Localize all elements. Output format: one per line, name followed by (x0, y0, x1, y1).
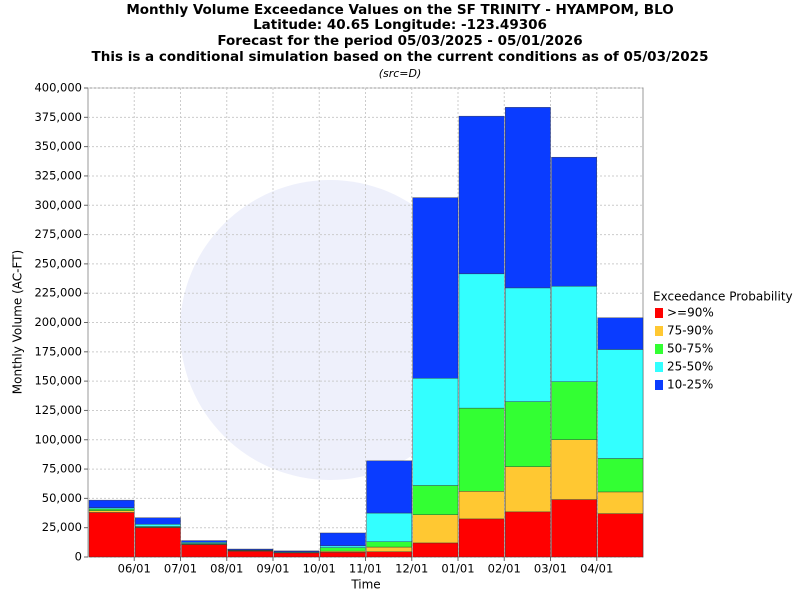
y-axis-label: Monthly Volume (AC-FT) (11, 250, 25, 394)
bar-segment (458, 115, 505, 275)
bar-segment (597, 458, 644, 493)
bar-segment (458, 518, 505, 558)
chart-subtitle: (src=D) (379, 67, 422, 80)
legend-label: >=90% (667, 306, 714, 320)
chart-title: This is a conditional simulation based o… (92, 49, 709, 65)
bar-segment (320, 547, 366, 552)
bar-segment (412, 514, 459, 544)
bar-segment (551, 381, 597, 440)
bar-segment (366, 551, 412, 558)
bar-segment (597, 317, 644, 350)
x-tick-label: 10/01 (303, 562, 336, 576)
y-tick-label: 25,000 (42, 520, 82, 534)
bar-segment (366, 512, 412, 542)
legend-swatch (655, 380, 663, 390)
legend-swatch (655, 362, 663, 372)
bar-segment (366, 546, 412, 552)
bar-segment (88, 499, 135, 508)
x-tick-label: 07/01 (164, 562, 197, 576)
y-tick-label: 100,000 (34, 432, 82, 446)
bar-segment (505, 466, 551, 513)
x-axis-label: Time (350, 578, 380, 592)
y-tick-label: 400,000 (34, 81, 82, 95)
bar-segment (551, 499, 597, 558)
x-tick-label: 02/01 (488, 562, 521, 576)
x-tick-label: 09/01 (256, 562, 289, 576)
x-tick-label: 08/01 (210, 562, 243, 576)
legend-label: 25-50% (667, 360, 713, 374)
bar-segment (412, 197, 459, 379)
bar-segment (458, 273, 505, 409)
legend-swatch (655, 344, 663, 354)
bar-segment (505, 401, 551, 467)
bar-segment (135, 517, 181, 525)
chart-title: Monthly Volume Exceedance Values on the … (126, 2, 673, 18)
bar-segment (551, 439, 597, 500)
bar-segment (181, 540, 227, 543)
y-tick-label: 250,000 (34, 256, 82, 270)
legend-swatch (655, 308, 663, 318)
bar-segment (135, 527, 181, 558)
bar-segment (135, 523, 181, 527)
bar-segment (181, 544, 227, 558)
bar-segment (88, 512, 135, 558)
y-tick-label: 375,000 (34, 110, 82, 124)
y-tick-label: 325,000 (34, 168, 82, 182)
bar-segment (366, 541, 412, 548)
bar-segment (366, 460, 412, 514)
x-tick-label: 04/01 (580, 562, 613, 576)
bar-segment (551, 285, 597, 382)
y-tick-label: 50,000 (42, 491, 82, 505)
bar-segment (597, 513, 644, 558)
y-tick-label: 300,000 (34, 198, 82, 212)
y-tick-label: 200,000 (34, 315, 82, 329)
bar-segment (320, 532, 366, 547)
watermark (180, 180, 480, 480)
x-tick-label: 11/01 (349, 562, 382, 576)
bar-segment (88, 508, 135, 511)
bar-segment (597, 491, 644, 514)
legend-label: 50-75% (667, 342, 713, 356)
y-tick-label: 275,000 (34, 227, 82, 241)
x-tick-label: 12/01 (395, 562, 428, 576)
bar-segment (505, 107, 551, 289)
bar-segment (273, 552, 320, 558)
bar-segment (412, 485, 459, 515)
bar-segment (505, 287, 551, 402)
bar-segment (458, 491, 505, 520)
legend-label: 75-90% (667, 324, 713, 338)
y-tick-label: 75,000 (42, 462, 82, 476)
y-tick-label: 225,000 (34, 286, 82, 300)
bar-segment (505, 511, 551, 558)
chart-title: Latitude: 40.65 Longitude: -123.49306 (253, 17, 547, 33)
bar-segment (412, 377, 459, 486)
bar-segment (458, 407, 505, 492)
chart-title: Forecast for the period 05/03/2025 - 05/… (217, 33, 582, 49)
x-tick-label: 06/01 (118, 562, 151, 576)
y-tick-label: 0 (75, 550, 82, 564)
x-tick-label: 03/01 (534, 562, 567, 576)
legend-swatch (655, 326, 663, 336)
bar-segment (88, 510, 135, 513)
bar-segment (320, 552, 366, 558)
bar-segment (273, 550, 320, 553)
bar-segment (551, 156, 597, 287)
legend-label: 10-25% (667, 378, 713, 392)
y-tick-label: 350,000 (34, 139, 82, 153)
bar-segment (412, 542, 459, 558)
x-tick-label: 01/01 (441, 562, 474, 576)
y-tick-label: 150,000 (34, 374, 82, 388)
legend-title: Exceedance Probability (653, 290, 793, 304)
y-tick-label: 125,000 (34, 403, 82, 417)
bar-segment (320, 545, 366, 548)
bar-segment (597, 349, 644, 459)
bar-segment (227, 548, 274, 551)
y-tick-label: 175,000 (34, 344, 82, 358)
bar-segment (227, 550, 274, 558)
